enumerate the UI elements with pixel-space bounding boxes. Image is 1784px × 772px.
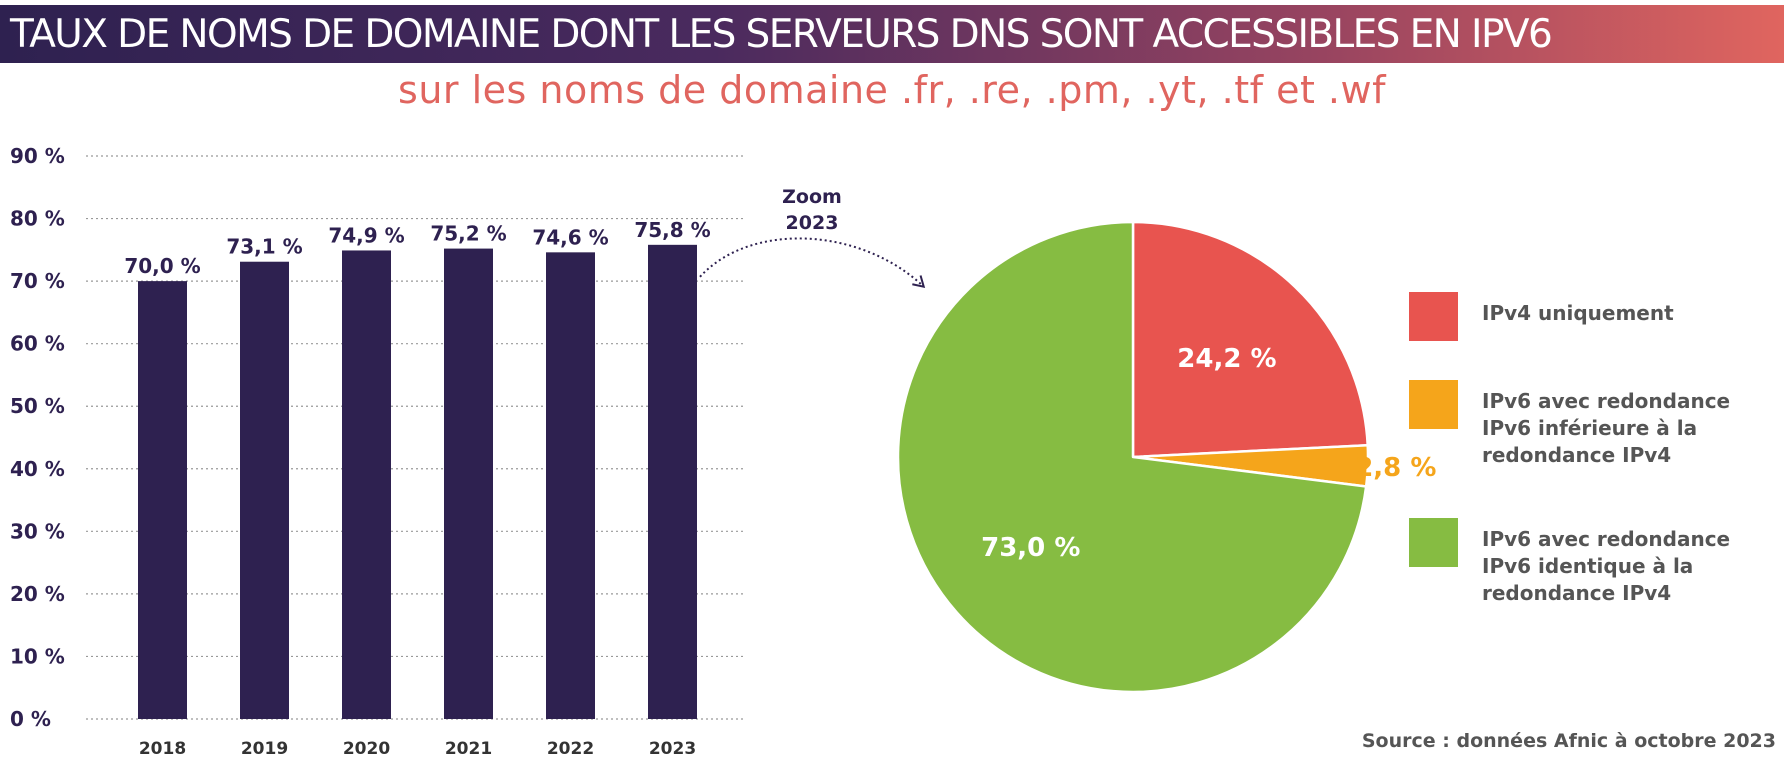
legend-label: IPv6 avec redondance xyxy=(1482,389,1730,413)
title-bar: TAUX DE NOMS DE DOMAINE DONT LES SERVEUR… xyxy=(0,5,1784,63)
bar-value-label: 75,2 % xyxy=(430,222,506,246)
pie-slice xyxy=(1131,220,1369,459)
zoom-annotation: Zoom 2023 xyxy=(699,186,926,289)
bar-value-label: 74,9 % xyxy=(328,223,404,247)
chart-title: TAUX DE NOMS DE DOMAINE DONT LES SERVEUR… xyxy=(10,12,1553,57)
bar-value-label: 74,6 % xyxy=(532,225,608,249)
y-tick-label: 90 % xyxy=(10,144,65,168)
y-tick-label: 40 % xyxy=(10,457,65,481)
bar-chart: 0 % 10 % 20 % 30 % 40 % 50 % 60 % 70 % 80 % 90 % 7… xyxy=(10,144,746,759)
y-tick-label: 10 % xyxy=(10,644,65,668)
y-tick-label: 0 % xyxy=(10,707,51,731)
legend-label: IPv6 inférieure à la xyxy=(1482,416,1697,440)
bar xyxy=(138,281,187,719)
legend-swatch xyxy=(1409,380,1458,429)
bar xyxy=(648,244,697,719)
y-tick-label: 20 % xyxy=(10,582,65,606)
legend-swatch xyxy=(1409,518,1458,567)
bar-value-label: 75,8 % xyxy=(634,218,710,242)
x-tick-label: 2021 xyxy=(445,739,492,759)
x-tick-label: 2020 xyxy=(343,739,390,759)
pie-legend: IPv4 uniquement IPv6 avec redondance IPv6 … xyxy=(1409,292,1730,605)
y-tick-label: 60 % xyxy=(10,332,65,356)
legend-label: IPv6 identique à la xyxy=(1482,554,1693,578)
bar-value-label: 73,1 % xyxy=(226,235,302,259)
pie-slice xyxy=(896,220,1368,694)
x-tick-label: 2023 xyxy=(649,739,696,759)
bar-value-label: 70,0 % xyxy=(124,254,200,278)
pie-value-label: 2,8 % xyxy=(1355,453,1436,483)
pie-value-label: 73,0 % xyxy=(981,533,1080,563)
pie-value-label: 24,2 % xyxy=(1177,344,1276,374)
x-tick-label: 2022 xyxy=(547,739,594,759)
y-tick-label: 30 % xyxy=(10,519,65,543)
x-tick-label: 2019 xyxy=(241,739,288,759)
legend-label: redondance IPv4 xyxy=(1482,581,1671,605)
y-tick-label: 50 % xyxy=(10,394,65,418)
y-tick-label: 80 % xyxy=(10,207,65,231)
pie-chart: 24,2 % 2,8 % 73,0 % xyxy=(896,220,1436,694)
bar xyxy=(546,252,595,719)
chart-subtitle: sur les noms de domaine .fr, .re, .pm, .… xyxy=(398,68,1386,112)
zoom-label: Zoom xyxy=(782,186,842,208)
x-tick-label: 2018 xyxy=(139,739,186,759)
legend-label: IPv6 avec redondance xyxy=(1482,527,1730,551)
zoom-arrow xyxy=(699,237,926,289)
legend-label: redondance IPv4 xyxy=(1482,443,1671,467)
zoom-label: 2023 xyxy=(786,212,839,234)
bar xyxy=(240,261,289,719)
source-note: Source : données Afnic à octobre 2023 xyxy=(1361,730,1776,752)
legend-label: IPv4 uniquement xyxy=(1482,301,1674,325)
y-tick-label: 70 % xyxy=(10,269,65,293)
bar xyxy=(342,250,391,719)
bar xyxy=(444,248,493,720)
legend-swatch xyxy=(1409,292,1458,341)
